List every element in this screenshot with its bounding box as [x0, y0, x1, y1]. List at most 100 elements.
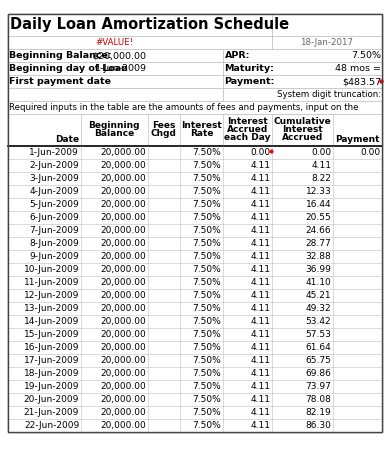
- Bar: [8, 380, 382, 393]
- Text: 78.08: 78.08: [305, 395, 331, 404]
- Text: 20,000.00: 20,000.00: [100, 226, 146, 235]
- Text: #VALUE!: #VALUE!: [95, 38, 133, 47]
- Text: 20,000.00: 20,000.00: [100, 343, 146, 352]
- Bar: [8, 198, 382, 211]
- Text: 7.50%: 7.50%: [192, 161, 221, 170]
- Text: 4.11: 4.11: [250, 252, 270, 261]
- Text: 11-Jun-2009: 11-Jun-2009: [24, 278, 79, 287]
- Text: 7.50%: 7.50%: [192, 421, 221, 430]
- Bar: [272, 14, 382, 36]
- Text: 7.50%: 7.50%: [192, 395, 221, 404]
- Text: 20,000.00: 20,000.00: [100, 408, 146, 417]
- Text: 7.50%: 7.50%: [192, 382, 221, 391]
- Text: 20,000.00: 20,000.00: [100, 369, 146, 378]
- Text: 20.55: 20.55: [305, 213, 331, 222]
- Text: 1-Jun-2009: 1-Jun-2009: [29, 148, 79, 157]
- Text: Date: Date: [55, 134, 79, 143]
- Text: Beginning: Beginning: [89, 122, 140, 131]
- Text: 8-Jun-2009: 8-Jun-2009: [29, 239, 79, 248]
- Text: 20,000.00: 20,000.00: [100, 382, 146, 391]
- Text: 20,000.00: 20,000.00: [100, 421, 146, 430]
- Text: System digit truncation:: System digit truncation:: [277, 90, 381, 99]
- Bar: [8, 315, 382, 328]
- Text: 4.11: 4.11: [250, 278, 270, 287]
- Text: 7.50%: 7.50%: [192, 226, 221, 235]
- Text: 7.50%: 7.50%: [192, 187, 221, 196]
- Text: 16-Jun-2009: 16-Jun-2009: [24, 343, 79, 352]
- Text: 0.00: 0.00: [360, 148, 381, 157]
- Text: 4.11: 4.11: [250, 174, 270, 183]
- Text: 4.11: 4.11: [250, 330, 270, 339]
- Text: 4.11: 4.11: [250, 239, 270, 248]
- Text: 4.11: 4.11: [250, 265, 270, 274]
- Text: 4.11: 4.11: [250, 213, 270, 222]
- Text: Beginning Balance:: Beginning Balance:: [9, 51, 112, 60]
- Text: Cumulative: Cumulative: [273, 117, 331, 126]
- Text: 20,000.00: 20,000.00: [100, 304, 146, 313]
- Text: 4.11: 4.11: [250, 421, 270, 430]
- Bar: [272, 36, 382, 49]
- Text: 7.50%: 7.50%: [192, 343, 221, 352]
- Text: 4.11: 4.11: [250, 291, 270, 300]
- Text: 0.00: 0.00: [311, 148, 331, 157]
- Text: 20,000.00: 20,000.00: [100, 291, 146, 300]
- Bar: [8, 14, 382, 432]
- Text: 3-Jun-2009: 3-Jun-2009: [29, 174, 79, 183]
- Bar: [8, 114, 382, 146]
- Text: 4-Jun-2009: 4-Jun-2009: [30, 187, 79, 196]
- Text: Interest: Interest: [227, 117, 268, 126]
- Text: 20,000.00: 20,000.00: [100, 330, 146, 339]
- Bar: [8, 75, 223, 88]
- Text: Fees: Fees: [152, 122, 176, 131]
- Bar: [8, 49, 223, 62]
- Text: 4.11: 4.11: [250, 369, 270, 378]
- Text: 19-Jun-2009: 19-Jun-2009: [24, 382, 79, 391]
- Text: 20,000.00: 20,000.00: [100, 317, 146, 326]
- Text: 7.50%: 7.50%: [192, 174, 221, 183]
- Text: 69.86: 69.86: [305, 369, 331, 378]
- Text: First payment date: First payment date: [9, 77, 111, 86]
- Bar: [8, 159, 382, 172]
- Text: Required inputs in the table are the amounts of fees and payments, input on the: Required inputs in the table are the amo…: [9, 103, 358, 112]
- Text: Chgd: Chgd: [151, 130, 177, 139]
- Bar: [8, 302, 382, 315]
- Bar: [8, 393, 382, 406]
- Bar: [8, 276, 382, 289]
- Text: 4.11: 4.11: [250, 226, 270, 235]
- Text: 12-Jun-2009: 12-Jun-2009: [24, 291, 79, 300]
- Bar: [8, 419, 382, 432]
- Text: 21-Jun-2009: 21-Jun-2009: [24, 408, 79, 417]
- Text: 7.50%: 7.50%: [192, 252, 221, 261]
- Text: 10-Jun-2009: 10-Jun-2009: [24, 265, 79, 274]
- Text: 9-Jun-2009: 9-Jun-2009: [29, 252, 79, 261]
- Text: 7.50%: 7.50%: [192, 148, 221, 157]
- Bar: [8, 88, 223, 101]
- Bar: [8, 354, 382, 367]
- Text: Balance: Balance: [94, 130, 134, 139]
- Bar: [8, 14, 382, 432]
- Text: 16.44: 16.44: [306, 200, 331, 209]
- Text: APR:: APR:: [225, 51, 250, 60]
- Text: 24.66: 24.66: [306, 226, 331, 235]
- Text: 20,000.00: 20,000.00: [100, 252, 146, 261]
- Text: 45.21: 45.21: [306, 291, 331, 300]
- Text: 7.50%: 7.50%: [192, 304, 221, 313]
- Text: 61.64: 61.64: [305, 343, 331, 352]
- Bar: [223, 75, 382, 88]
- Text: 7.50%: 7.50%: [192, 408, 221, 417]
- Text: 15-Jun-2009: 15-Jun-2009: [24, 330, 79, 339]
- Text: 4.11: 4.11: [250, 317, 270, 326]
- Text: 32.88: 32.88: [305, 252, 331, 261]
- Bar: [8, 367, 382, 380]
- Text: 65.75: 65.75: [305, 356, 331, 365]
- Text: Daily Loan Amortization Schedule: Daily Loan Amortization Schedule: [10, 18, 289, 32]
- Text: 20,000.00: 20,000.00: [100, 174, 146, 183]
- Text: 82.19: 82.19: [305, 408, 331, 417]
- Text: 7.50%: 7.50%: [192, 291, 221, 300]
- Text: 41.10: 41.10: [305, 278, 331, 287]
- Bar: [8, 211, 382, 224]
- Bar: [8, 62, 223, 75]
- Text: 4.11: 4.11: [250, 343, 270, 352]
- Text: 7.50%: 7.50%: [192, 330, 221, 339]
- Bar: [223, 88, 382, 101]
